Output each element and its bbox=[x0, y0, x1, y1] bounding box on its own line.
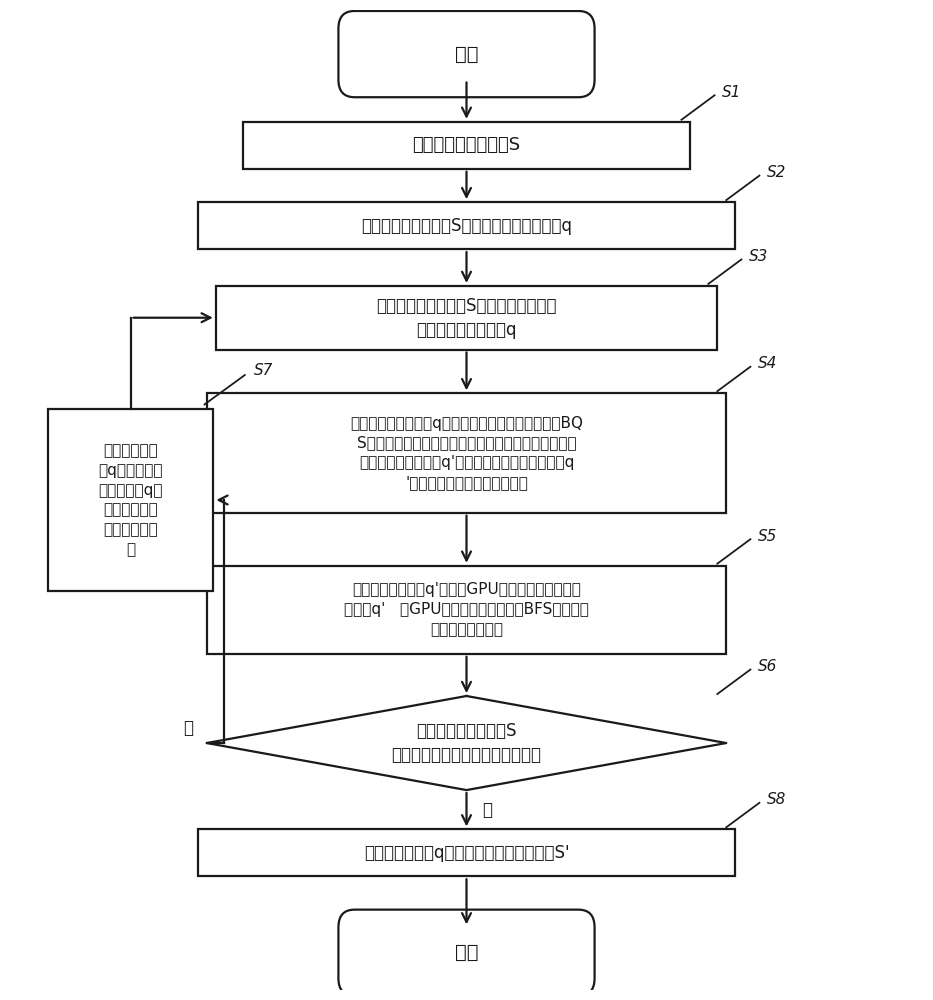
Text: 开始: 开始 bbox=[454, 45, 479, 64]
Text: 判断移动轨迹数据流S
中是否还存在未被处理原始轨迹段: 判断移动轨迹数据流S 中是否还存在未被处理原始轨迹段 bbox=[392, 722, 541, 764]
FancyBboxPatch shape bbox=[339, 11, 594, 97]
Text: S2: S2 bbox=[767, 165, 786, 180]
Text: 将待处理轨迹点队列q中的轨迹点读入至依次建立的BQ
S数据结构中过滤掉不超过设定角度误差的轨迹点，输
出待处理轨迹点队列q'，其中，待处理轨迹点队列q
'中的轨: 将待处理轨迹点队列q中的轨迹点读入至依次建立的BQ S数据结构中过滤掉不超过设定… bbox=[350, 416, 583, 490]
Text: S1: S1 bbox=[722, 85, 741, 100]
Text: 输入移动轨迹数据流S的一个原始轨迹段
到待处理轨迹点队列q: 输入移动轨迹数据流S的一个原始轨迹段 到待处理轨迹点队列q bbox=[376, 297, 557, 339]
Text: S4: S4 bbox=[758, 356, 777, 371]
Polygon shape bbox=[207, 696, 726, 790]
Text: 否: 否 bbox=[183, 719, 193, 737]
Text: S5: S5 bbox=[758, 529, 777, 544]
Text: 是: 是 bbox=[482, 801, 493, 819]
Bar bbox=[48, 409, 214, 591]
Bar bbox=[243, 122, 690, 169]
FancyBboxPatch shape bbox=[339, 910, 594, 996]
Text: 输入移动轨迹数据流S: 输入移动轨迹数据流S bbox=[412, 136, 521, 154]
Bar bbox=[207, 393, 726, 513]
Bar bbox=[207, 566, 726, 654]
Bar bbox=[198, 829, 735, 876]
Text: S3: S3 bbox=[748, 249, 768, 264]
Text: 修改轨迹点队
列q，使待处理
轨迹点队列q包
含两个轨迹点
保存在队列头
部: 修改轨迹点队 列q，使待处理 轨迹点队列q包 含两个轨迹点 保存在队列头 部 bbox=[98, 443, 163, 557]
Bar bbox=[198, 202, 735, 249]
Bar bbox=[216, 286, 717, 350]
Text: 清空轨迹点队列q，返回压缩后轨迹数据流S': 清空轨迹点队列q，返回压缩后轨迹数据流S' bbox=[364, 844, 569, 862]
Text: 结束: 结束 bbox=[454, 943, 479, 962]
Text: S7: S7 bbox=[254, 363, 273, 378]
Text: 待处理轨迹点队列q'传递到GPU平台上，待处理轨迹
点队列q'   在GPU平台上经过构图后的BFS广度优先
搜索获得最优路径: 待处理轨迹点队列q'传递到GPU平台上，待处理轨迹 点队列q' 在GPU平台上经… bbox=[344, 582, 589, 637]
Text: 针对移动轨迹数据流S建立待处理轨迹点队列q: 针对移动轨迹数据流S建立待处理轨迹点队列q bbox=[361, 217, 572, 235]
Text: S8: S8 bbox=[767, 792, 786, 807]
Text: S6: S6 bbox=[758, 659, 777, 674]
